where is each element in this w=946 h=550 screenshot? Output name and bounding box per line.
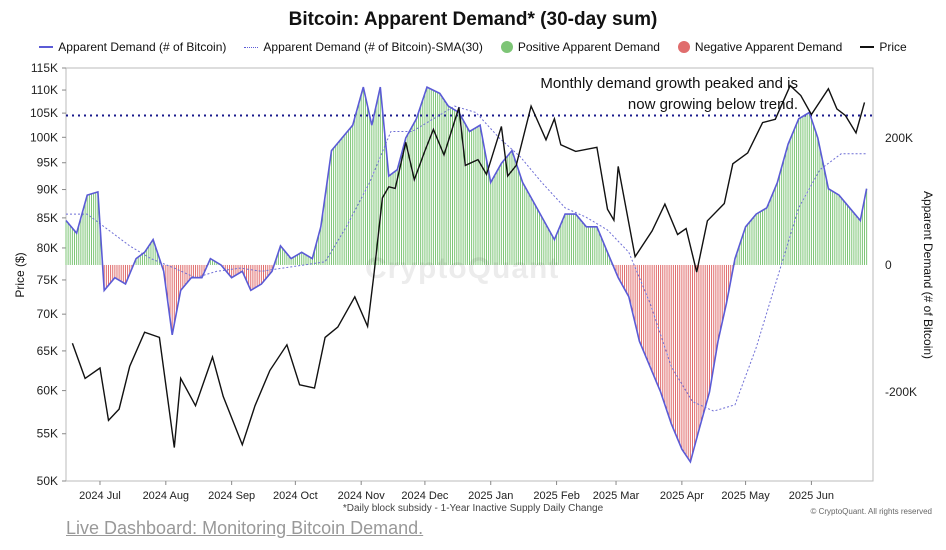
legend-swatch-price <box>860 46 875 48</box>
x-tick-label: 2024 Sep <box>208 490 255 502</box>
x-tick-label: 2024 Jul <box>79 490 121 502</box>
dashboard-link[interactable]: Live Dashboard: Monitoring Bitcoin Deman… <box>66 518 424 538</box>
y-tick-label-right: 200K <box>885 131 913 145</box>
y-tick-label-left: 95K <box>37 156 58 170</box>
x-tick-label: 2025 Feb <box>533 490 579 502</box>
x-tick-label: 2025 Apr <box>660 490 704 502</box>
y-tick-label-right: 0 <box>885 258 892 272</box>
legend-item-negative[interactable]: Negative Apparent Demand <box>677 40 843 54</box>
legend-label-positive: Positive Apparent Demand <box>517 40 660 54</box>
demand-bars <box>65 87 868 462</box>
chart-title: Bitcoin: Apparent Demand* (30-day sum) <box>288 9 658 30</box>
legend-label-price: Price <box>879 40 907 54</box>
y-tick-label-left: 100K <box>30 130 58 144</box>
y-axis-label-right: Apparent Demand (# of Bitcoin) <box>921 190 935 360</box>
y-tick-label-left: 115K <box>31 61 58 75</box>
legend-item-sma[interactable]: Apparent Demand (# of Bitcoin)-SMA(30) <box>244 40 483 54</box>
legend-item-price[interactable]: Price <box>860 40 907 54</box>
plot-frame <box>65 67 874 482</box>
y-tick-label-left: 90K <box>37 183 58 197</box>
footnote: *Daily block subsidy - 1-Year Inactive S… <box>342 503 604 514</box>
x-tick-label: 2025 Jan <box>468 490 513 502</box>
annotation-line-2: now growing below trend. <box>627 96 798 113</box>
y-tick-label-left: 70K <box>37 307 58 321</box>
annotation: Monthly demand growth peaked and is now … <box>540 73 798 115</box>
x-tick-label: 2024 Aug <box>143 490 190 502</box>
x-tick-label: 2024 Dec <box>401 490 449 502</box>
legend-label-sma: Apparent Demand (# of Bitcoin)-SMA(30) <box>263 40 483 54</box>
legend-swatch-demand <box>39 46 54 48</box>
legend-item-positive[interactable]: Positive Apparent Demand <box>500 40 660 54</box>
x-tick-label: 2024 Oct <box>273 490 318 502</box>
legend-label-demand: Apparent Demand (# of Bitcoin) <box>58 40 227 54</box>
price-line <box>71 84 866 448</box>
y-tick-label-left: 105K <box>30 106 58 120</box>
y-tick-label-left: 50K <box>37 474 58 488</box>
y-tick-label-left: 110K <box>31 83 58 97</box>
y-tick-label-left: 60K <box>37 384 58 398</box>
y-tick-label-left: 75K <box>37 273 58 287</box>
copyright: © CryptoQuant. All rights reserved <box>810 507 933 516</box>
sma-line <box>66 105 867 412</box>
legend-swatch-negative <box>677 41 690 53</box>
y-tick-label-left: 65K <box>37 344 58 358</box>
legend: Apparent Demand (# of Bitcoin) Apparent … <box>0 40 946 54</box>
x-tick-label: 2024 Nov <box>338 490 386 502</box>
legend-swatch-sma <box>244 46 259 48</box>
x-tick-label: 2025 Mar <box>593 490 640 502</box>
watermark: CryptoQuant <box>365 252 560 285</box>
y-tick-label-left: 55K <box>37 427 58 441</box>
x-tick-label: 2025 May <box>721 490 770 502</box>
x-tick-label: 2025 Jun <box>789 490 834 502</box>
y-axis-label-left: Price ($) <box>13 252 27 298</box>
y-tick-label-left: 80K <box>37 241 58 255</box>
annotation-line-1: Monthly demand growth peaked and is <box>540 75 798 92</box>
legend-label-negative: Negative Apparent Demand <box>694 40 843 54</box>
legend-item-demand[interactable]: Apparent Demand (# of Bitcoin) <box>39 40 226 54</box>
legend-swatch-positive <box>500 41 513 53</box>
y-tick-label-left: 85K <box>37 211 58 225</box>
y-tick-label-right: -200K <box>885 385 917 399</box>
